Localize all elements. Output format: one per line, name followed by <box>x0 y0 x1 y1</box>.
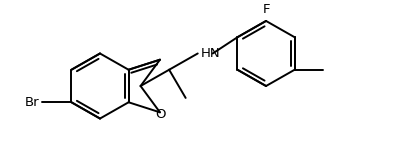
Text: F: F <box>261 3 269 16</box>
Text: O: O <box>155 108 166 121</box>
Text: Br: Br <box>25 96 40 109</box>
Text: HN: HN <box>200 47 220 60</box>
